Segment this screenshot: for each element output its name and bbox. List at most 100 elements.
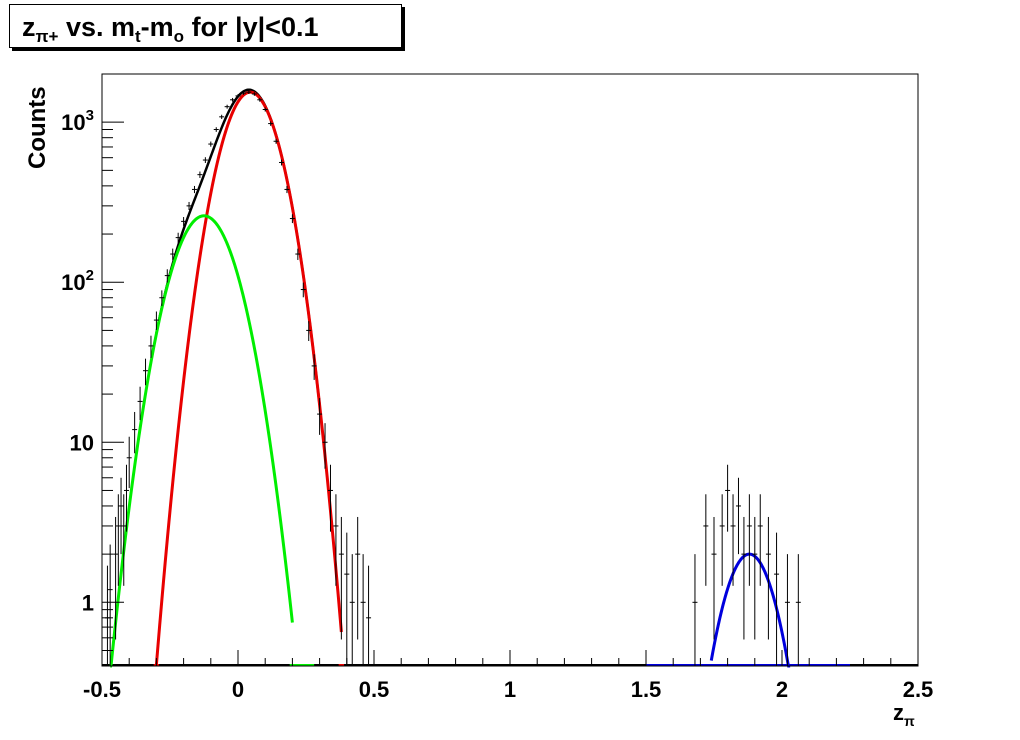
fit-curves <box>102 88 918 668</box>
data-point <box>295 248 301 260</box>
title-cut: for |y|<0.1 <box>184 12 318 42</box>
data-point <box>202 157 208 163</box>
title-vs: vs. m <box>58 12 135 42</box>
data-point <box>719 494 725 586</box>
data-point <box>121 494 127 586</box>
data-point <box>262 107 268 112</box>
data-point <box>107 544 113 666</box>
title-mo-subscript: o <box>174 27 184 46</box>
data-point <box>213 127 219 132</box>
data-point <box>692 554 698 666</box>
data-point <box>284 185 290 194</box>
data-point <box>240 91 246 95</box>
y-tick-label: 1 <box>82 590 94 615</box>
data-point <box>360 554 366 666</box>
data-point <box>338 516 344 640</box>
data-point <box>703 494 709 586</box>
data-point <box>257 97 263 102</box>
x-axis-label-main: z <box>893 700 904 725</box>
x-tick-label: 2 <box>776 677 788 702</box>
data-point <box>349 554 355 666</box>
data-point <box>311 354 317 380</box>
data-point <box>344 532 350 666</box>
data-point <box>317 398 323 435</box>
data-point <box>153 311 159 330</box>
data-point <box>164 269 170 283</box>
y-axis-ticks: 1 10 102 103 <box>61 73 124 667</box>
data-point <box>355 516 361 640</box>
data-point <box>175 232 181 243</box>
svg-text:zπ+ vs. mt-mo for |y|<0.1: zπ+ vs. mt-mo for |y|<0.1 <box>22 12 318 46</box>
data-point <box>251 92 257 96</box>
data-point <box>746 494 752 586</box>
data-point <box>711 516 717 640</box>
x-tick-label: 1.5 <box>631 677 662 702</box>
data-point <box>219 114 225 119</box>
data-point <box>327 464 333 532</box>
data-point <box>246 90 252 94</box>
data-point <box>306 321 312 341</box>
title-dash-m: -m <box>141 12 174 42</box>
data-point <box>170 248 176 260</box>
y-tick-label: 10 <box>70 430 94 455</box>
data-point <box>774 532 780 666</box>
title-z: z <box>22 12 36 42</box>
x-tick-label: 1 <box>504 677 516 702</box>
y-axis-label: Counts <box>24 86 51 169</box>
data-point <box>757 494 763 586</box>
data-point <box>137 386 143 421</box>
data-point <box>333 494 339 586</box>
data-point <box>181 217 187 227</box>
data-point <box>235 94 241 98</box>
title-mt-subscript: t <box>135 27 141 46</box>
green-gaussian-curve <box>109 214 294 668</box>
data-point <box>735 477 741 555</box>
data-point <box>191 185 197 194</box>
data-point <box>186 201 192 210</box>
data-point <box>118 477 124 555</box>
data-point <box>197 171 203 178</box>
data-point <box>765 516 771 640</box>
chart-title: zπ+ vs. mt-mo for |y|<0.1 <box>22 12 318 46</box>
x-tick-label: -0.5 <box>83 677 121 702</box>
x-axis-label: zπ <box>893 700 915 729</box>
data-point <box>795 554 801 666</box>
data-point <box>752 516 758 640</box>
x-axis-ticks: -0.5 0 0.5 1 1.5 2 2.5 <box>83 650 933 702</box>
data-point <box>784 554 790 666</box>
data-point <box>279 159 285 166</box>
data-point <box>126 436 132 489</box>
data-point <box>115 494 121 586</box>
data-point <box>741 516 747 640</box>
data-point <box>730 494 736 586</box>
chart-title-box: zπ+ vs. mt-mo for |y|<0.1 <box>9 4 402 48</box>
x-axis-label-subscript: π <box>904 713 915 729</box>
data-point <box>300 282 306 298</box>
x-tick-label: 2.5 <box>903 677 934 702</box>
y-tick-label: 102 <box>61 267 94 295</box>
x-tick-label: 0.5 <box>359 677 390 702</box>
data-points <box>104 90 801 666</box>
data-point <box>230 97 236 102</box>
blue-gaussian-curve <box>709 552 791 668</box>
data-point <box>159 290 165 306</box>
data-point <box>273 138 279 144</box>
data-point <box>143 358 149 386</box>
plot-frame <box>101 73 919 667</box>
data-point <box>123 464 129 532</box>
data-point <box>208 141 214 147</box>
title-z-subscript: π+ <box>36 27 59 46</box>
y-tick-label: 103 <box>61 107 94 135</box>
data-point <box>366 565 372 666</box>
x-tick-label: 0 <box>232 677 244 702</box>
data-point <box>725 464 731 532</box>
data-point <box>224 104 230 109</box>
red-gaussian-curve <box>154 90 343 665</box>
data-point <box>148 335 154 358</box>
data-point <box>132 411 138 454</box>
data-point <box>289 214 295 224</box>
data-point <box>322 423 328 469</box>
data-point <box>113 516 119 640</box>
data-point <box>268 121 274 126</box>
